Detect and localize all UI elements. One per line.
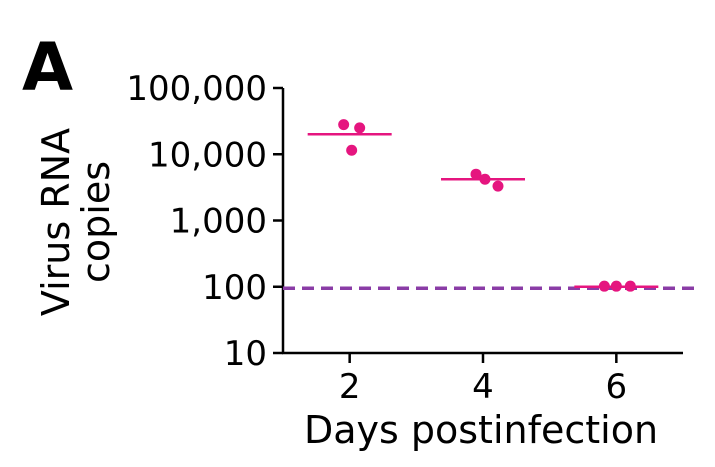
x-tick-label: 2	[339, 367, 361, 407]
data-point	[479, 173, 491, 185]
data-point	[624, 280, 636, 292]
y-tick-label: 100	[202, 268, 267, 308]
data-point	[338, 119, 350, 131]
x-axis-title: Days postinfection	[304, 408, 658, 452]
y-tick-label: 10,000	[148, 135, 267, 175]
data-point	[610, 280, 622, 292]
panel-label: A	[22, 29, 73, 106]
data-point	[492, 180, 504, 192]
data-marks	[307, 119, 659, 292]
data-point	[470, 168, 482, 180]
y-ticks: 10 100 1,000 10,000 100,000	[126, 69, 283, 374]
y-axis-title-line-1: Virus RNA	[34, 128, 78, 316]
y-axis-title-line-2: copies	[74, 161, 118, 283]
data-point	[598, 280, 610, 292]
y-axis-title: Virus RNA copies	[34, 128, 118, 316]
y-tick-label: 1,000	[170, 202, 267, 242]
y-tick-label: 10	[224, 334, 267, 374]
x-ticks: 2 4 6	[339, 353, 627, 407]
x-tick-label: 4	[472, 367, 494, 407]
data-point	[354, 122, 366, 134]
y-tick-label: 100,000	[126, 69, 267, 109]
data-point	[346, 144, 358, 156]
x-tick-label: 6	[606, 367, 628, 407]
